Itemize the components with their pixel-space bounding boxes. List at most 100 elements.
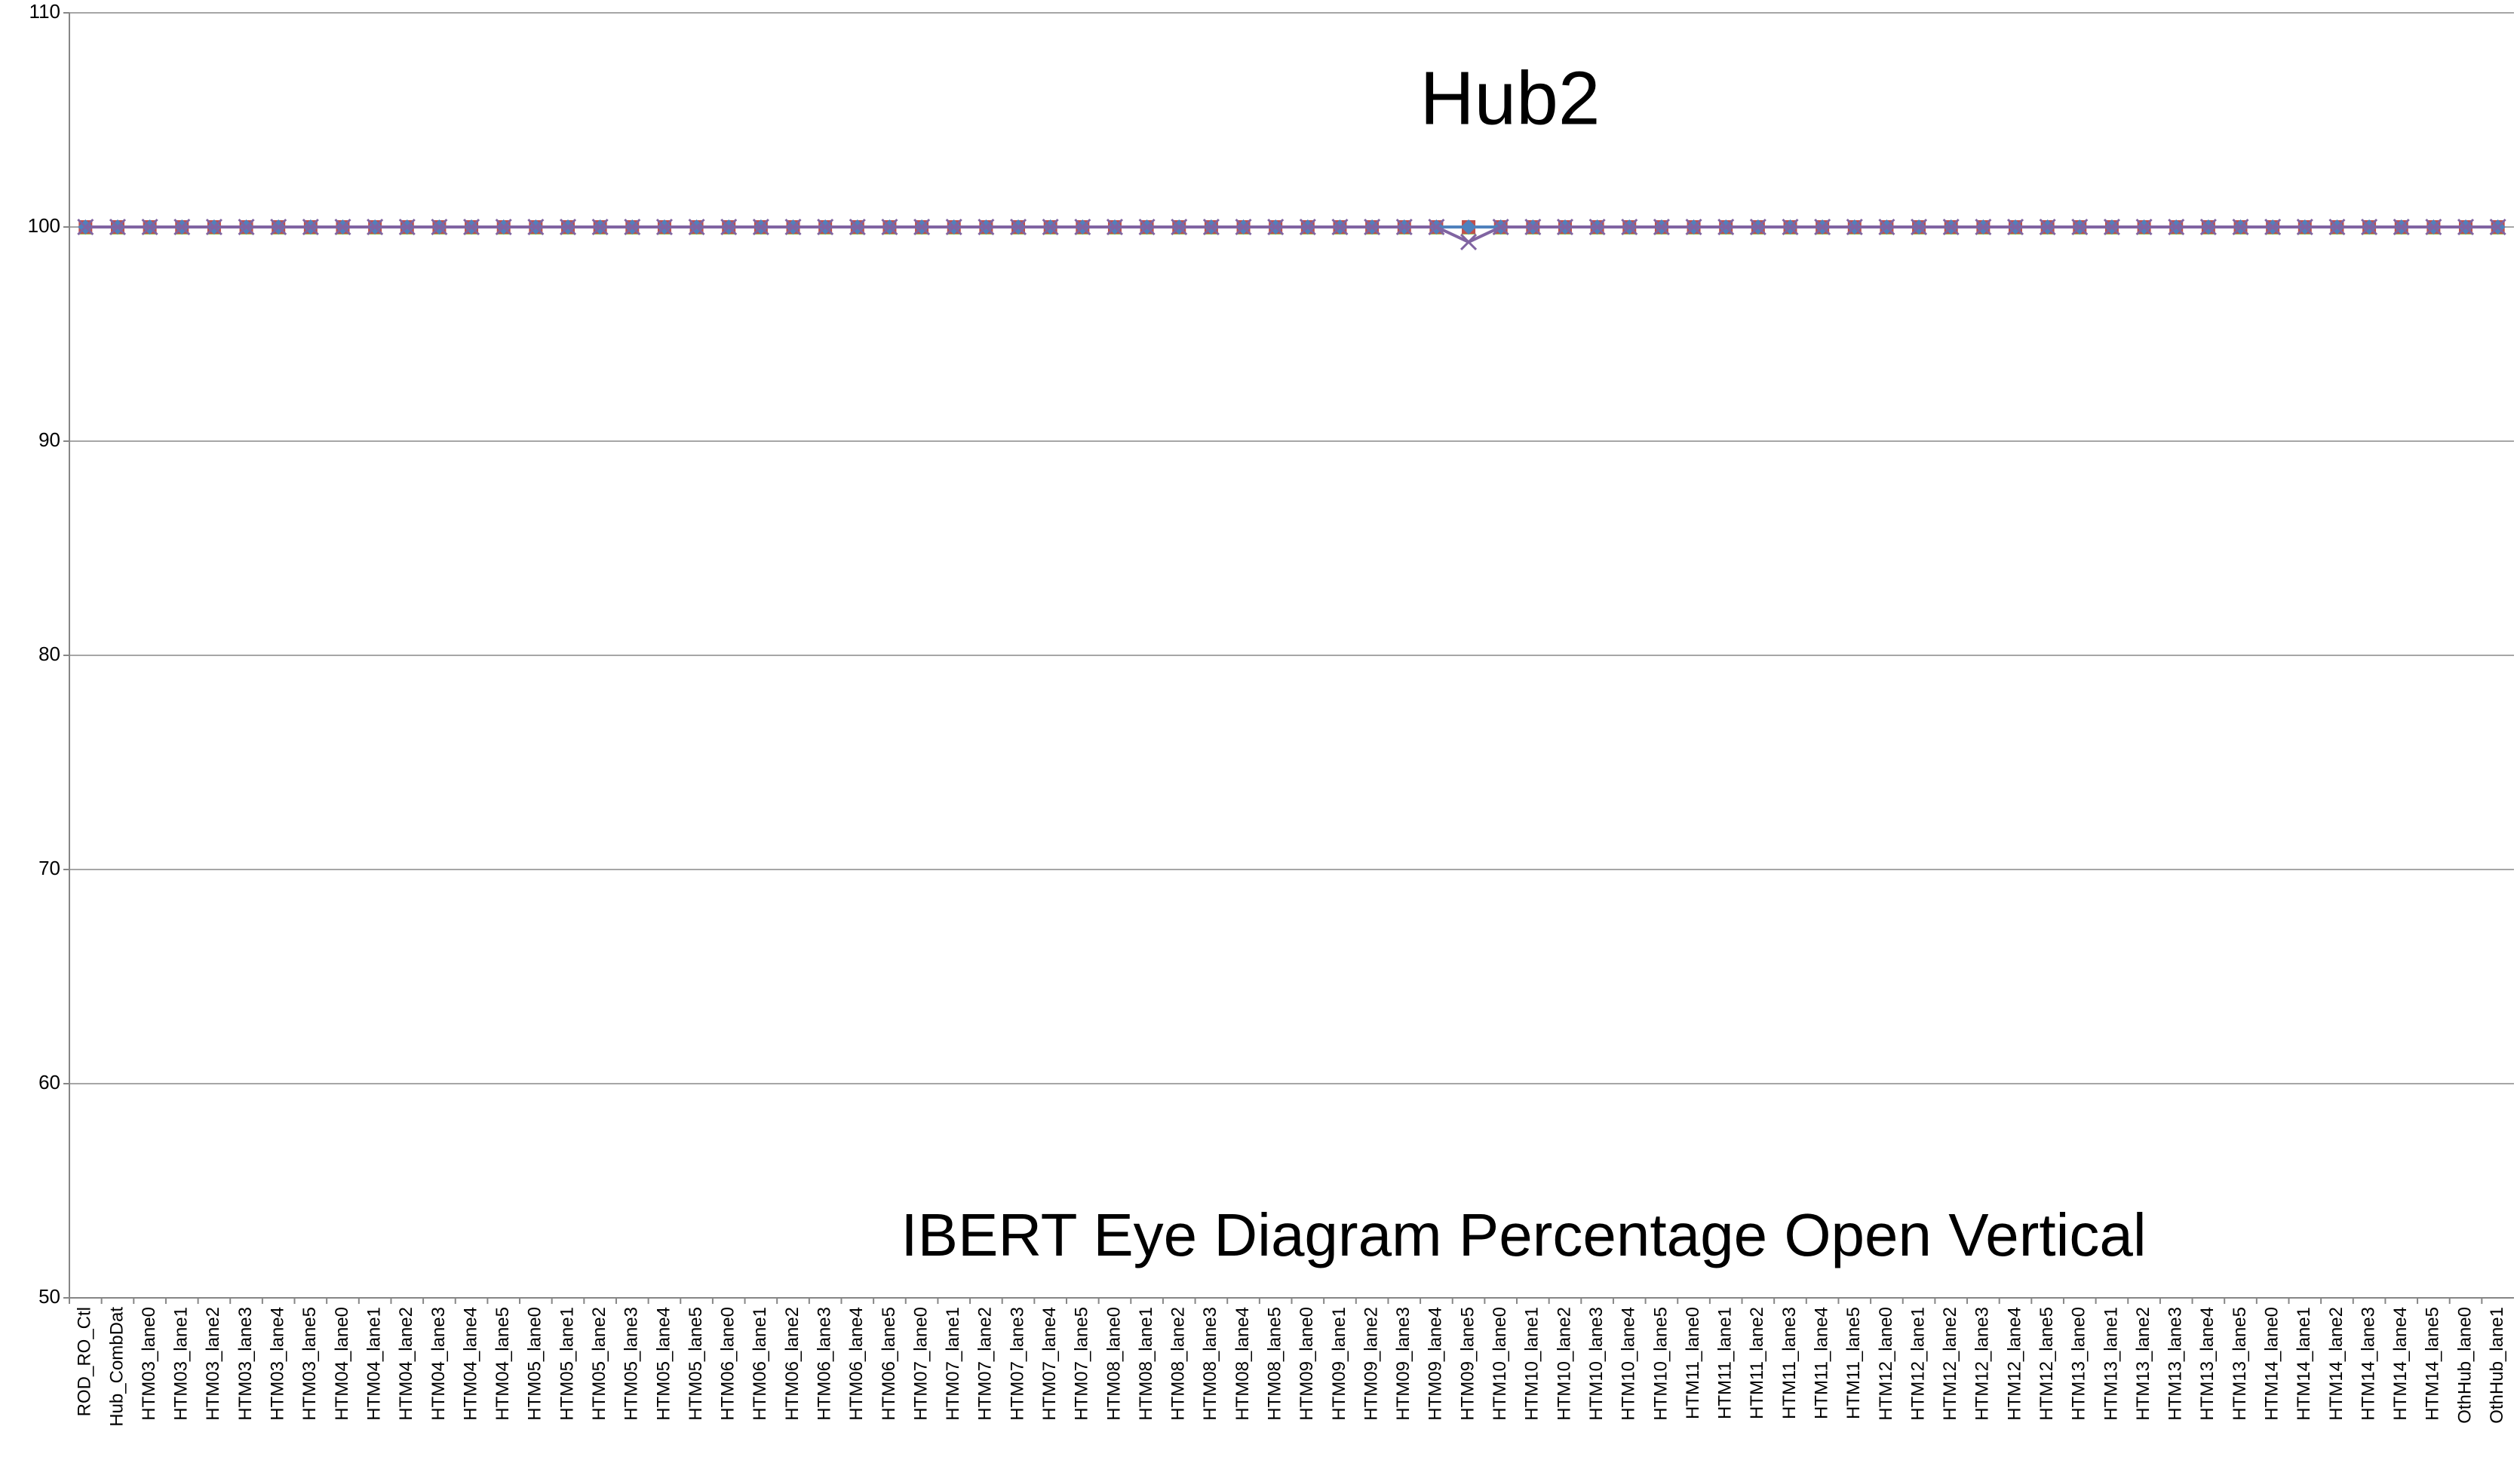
x-tick-label: HTM03_lane3 <box>235 1307 256 1421</box>
annotation: IBERT Eye Diagram Percentage Open Vertic… <box>901 1201 2146 1268</box>
marker <box>270 218 287 236</box>
marker <box>1460 233 1478 250</box>
marker <box>1171 218 1188 236</box>
x-tick-label: HTM05_lane4 <box>653 1307 674 1421</box>
x-tick-label: HTM10_lane0 <box>1490 1307 1510 1421</box>
x-tick-label: HTM10_lane5 <box>1650 1307 1671 1421</box>
marker <box>1042 218 1059 236</box>
x-tick-label: HTM06_lane3 <box>814 1307 834 1421</box>
marker <box>2296 218 2313 236</box>
x-tick-label: HTM03_lane4 <box>268 1307 288 1421</box>
x-tick-label: HTM04_lane0 <box>332 1307 352 1421</box>
x-tick-label: HTM12_lane1 <box>1908 1307 1928 1421</box>
x-tick-label: HTM11_lane5 <box>1843 1307 1864 1419</box>
marker <box>1814 218 1831 236</box>
marker <box>945 218 962 236</box>
x-tick-label: HTM06_lane1 <box>750 1307 770 1421</box>
marker <box>2232 218 2249 236</box>
marker <box>367 218 384 236</box>
marker <box>559 218 577 236</box>
x-tick-label: HTM05_lane5 <box>686 1307 706 1421</box>
x-tick-label: HTM08_lane5 <box>1265 1307 1285 1421</box>
y-tick-label: 50 <box>38 1285 60 1308</box>
marker <box>1074 218 1091 236</box>
marker <box>334 218 351 236</box>
marker <box>1395 218 1413 236</box>
marker <box>1106 218 1124 236</box>
x-tick-label: HTM07_lane1 <box>943 1307 963 1421</box>
marker <box>2071 218 2089 236</box>
x-tick-label: HTM04_lane4 <box>460 1307 480 1421</box>
marker <box>2328 218 2346 236</box>
marker <box>2039 218 2056 236</box>
marker <box>1911 218 1928 236</box>
y-tick-label: 80 <box>38 643 60 665</box>
marker <box>2006 218 2024 236</box>
marker <box>2361 218 2378 236</box>
x-tick-label: HTM06_lane5 <box>879 1307 899 1421</box>
x-tick-label: HTM03_lane5 <box>299 1307 320 1421</box>
x-tick-label: HTM07_lane5 <box>1072 1307 1092 1421</box>
marker <box>817 218 834 236</box>
marker <box>1299 218 1316 236</box>
x-tick-label: HTM08_lane1 <box>1136 1307 1156 1421</box>
marker <box>1846 218 1863 236</box>
x-tick-label: HTM11_lane1 <box>1715 1307 1736 1419</box>
x-tick-label: HTM07_lane4 <box>1039 1307 1060 1421</box>
marker <box>1621 218 1638 236</box>
marker <box>720 218 738 236</box>
marker <box>784 218 802 236</box>
marker <box>2199 218 2217 236</box>
x-tick-label: HTM04_lane3 <box>428 1307 449 1421</box>
marker <box>141 218 158 236</box>
marker <box>1461 219 1477 235</box>
x-tick-label: HTM10_lane3 <box>1586 1307 1607 1421</box>
x-tick-label: HTM06_lane2 <box>782 1307 803 1421</box>
marker <box>1975 218 1992 236</box>
marker <box>1782 218 1799 236</box>
x-tick-label: HTM11_lane0 <box>1683 1307 1703 1419</box>
y-tick-label: 60 <box>38 1071 60 1093</box>
marker <box>1009 218 1027 236</box>
marker <box>913 218 931 236</box>
x-tick-label: HTM13_lane5 <box>2230 1307 2250 1421</box>
marker <box>1202 218 1220 236</box>
marker <box>238 218 255 236</box>
y-tick-label: 90 <box>38 428 60 451</box>
x-tick-label: HTM09_lane5 <box>1457 1307 1478 1421</box>
x-tick-label: HTM10_lane4 <box>1619 1307 1639 1421</box>
marker <box>527 218 545 236</box>
marker <box>2393 218 2410 236</box>
marker <box>1588 218 1606 236</box>
x-tick-label: HTM13_lane3 <box>2165 1307 2186 1421</box>
x-tick-label: HTM08_lane4 <box>1232 1307 1253 1421</box>
marker <box>688 218 705 236</box>
x-tick-label: HTM12_lane3 <box>1972 1307 1993 1421</box>
marker <box>978 218 995 236</box>
x-tick-label: HTM14_lane5 <box>2423 1307 2443 1421</box>
marker <box>2264 218 2282 236</box>
x-tick-label: HTM04_lane2 <box>396 1307 416 1421</box>
x-tick-label: HTM14_lane2 <box>2326 1307 2347 1421</box>
marker <box>495 218 512 236</box>
x-tick-label: HTM14_lane4 <box>2390 1307 2411 1421</box>
marker <box>881 218 898 236</box>
x-tick-label: OthHub_lane1 <box>2487 1307 2507 1424</box>
marker <box>1749 218 1766 236</box>
x-tick-label: HTM08_lane0 <box>1103 1307 1124 1421</box>
x-tick-label: HTM06_lane0 <box>718 1307 738 1421</box>
x-tick-label: HTM04_lane1 <box>364 1307 384 1421</box>
marker <box>1331 218 1349 236</box>
x-tick-label: HTM09_lane2 <box>1361 1307 1381 1421</box>
x-tick-label: HTM11_lane3 <box>1779 1307 1800 1419</box>
x-tick-label: HTM03_lane2 <box>203 1307 223 1421</box>
x-tick-label: HTM14_lane3 <box>2358 1307 2378 1421</box>
marker <box>2168 218 2185 236</box>
marker <box>462 218 480 236</box>
x-tick-label: HTM09_lane3 <box>1393 1307 1413 1421</box>
marker <box>624 218 641 236</box>
x-tick-label: HTM09_lane4 <box>1426 1307 1446 1421</box>
x-tick-label: HTM05_lane0 <box>525 1307 545 1421</box>
x-tick-label: OthHub_lane0 <box>2454 1307 2475 1424</box>
marker <box>849 218 866 236</box>
